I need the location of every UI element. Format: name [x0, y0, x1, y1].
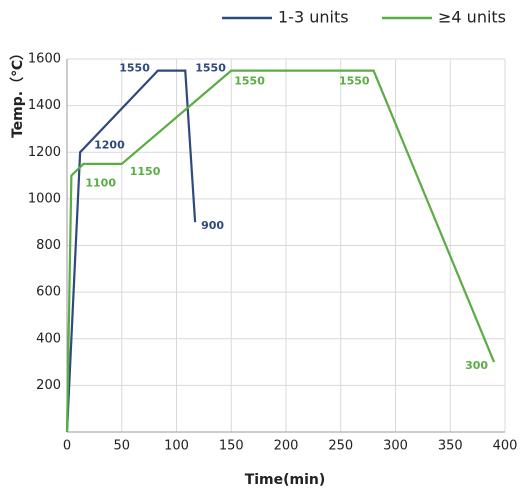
data-label: 900 [201, 219, 224, 232]
x-tick-label: 0 [63, 439, 71, 454]
x-tick-label: 100 [164, 439, 189, 454]
data-label: 1100 [85, 177, 116, 190]
data-label: 1150 [130, 165, 161, 178]
x-tick-label: 400 [493, 439, 518, 454]
y-tick-label: 800 [36, 238, 61, 253]
data-label: 1200 [94, 138, 125, 151]
data-label: 300 [465, 359, 488, 372]
series-line [65, 69, 496, 433]
x-tick-label: 350 [438, 439, 463, 454]
data-label: 1550 [119, 62, 150, 75]
y-tick-label: 1000 [28, 191, 61, 206]
x-tick-label: 150 [219, 439, 244, 454]
data-label: 1550 [339, 75, 370, 88]
legend-label: 1-3 units [278, 8, 349, 27]
y-tick-label: 600 [36, 285, 61, 300]
legend-label: ≥4 units [438, 8, 506, 27]
data-label: 1550 [195, 62, 226, 75]
y-tick-label: 200 [36, 378, 61, 393]
x-tick-label: 50 [113, 439, 130, 454]
data-label: 1550 [234, 75, 265, 88]
x-tick-label: 300 [383, 439, 408, 454]
y-tick-label: 1600 [28, 52, 61, 67]
x-tick-label: 200 [274, 439, 299, 454]
y-axis-label: Temp.（℃） [10, 46, 26, 138]
y-tick-label: 400 [36, 331, 61, 346]
series-line [65, 69, 197, 433]
y-tick-label: 1200 [28, 145, 61, 160]
x-axis-label: Time(min) [245, 472, 326, 488]
y-tick-label: 1400 [28, 98, 61, 113]
x-tick-label: 250 [328, 439, 353, 454]
